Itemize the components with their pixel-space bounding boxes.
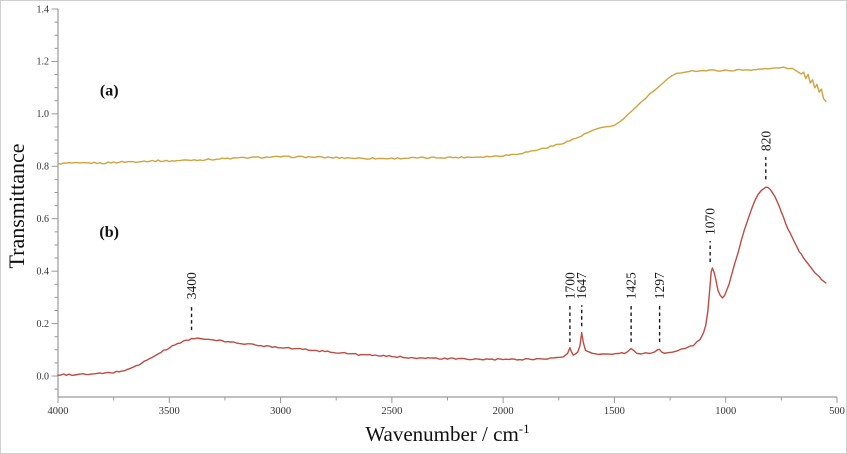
x-axis-ticks: 500 1000 1500 2000 2500 3000 3500 4000 [48, 397, 845, 417]
x-tick-label: 3500 [159, 406, 180, 417]
x-tick-label: 1500 [604, 406, 625, 417]
series-b-curve [57, 186, 827, 377]
series-b-label: (b) [99, 224, 119, 241]
y-tick-label: 1.4 [37, 4, 50, 15]
y-tick-label: 0.6 [37, 214, 50, 225]
peak-annotation-1700: 1700 [562, 272, 577, 342]
y-tick-label: 0.4 [37, 266, 50, 277]
peak-annotation-label: 1700 [562, 272, 577, 299]
x-axis-title-text: Wavenumber / cm [365, 422, 519, 446]
y-tick-label: 1.2 [37, 57, 50, 68]
series-a-curve [57, 66, 827, 165]
peak-annotation-820: 820 [758, 131, 773, 180]
y-tick-label: 0.2 [37, 319, 50, 330]
peak-annotation-label: 1070 [703, 208, 718, 235]
peak-annotation-1647: 1647 [574, 272, 589, 327]
y-tick-label: 0.8 [37, 162, 50, 173]
peak-annotation-label: 1297 [652, 272, 667, 299]
peak-annotation-1297: 1297 [652, 272, 667, 342]
x-tick-label: 4000 [48, 406, 69, 417]
y-tick-label: 0.0 [37, 371, 50, 382]
y-tick-label: 1.0 [37, 109, 50, 120]
x-axis-title-superscript: -1 [518, 421, 530, 436]
x-tick-label: 2000 [493, 406, 514, 417]
y-axis-ticks: 0.0 0.2 0.4 0.6 0.8 1.0 1.2 1.4 [37, 4, 58, 390]
x-tick-label: 1000 [715, 406, 736, 417]
peak-annotation-1425: 1425 [624, 272, 639, 342]
y-axis-title: Transmittance [4, 143, 30, 268]
series-a-label: (a) [100, 83, 119, 100]
x-tick-label: 500 [829, 406, 845, 417]
x-tick-label: 2500 [381, 406, 402, 417]
peak-annotation-label: 820 [758, 131, 773, 152]
peak-annotation-3400: 3400 [184, 272, 199, 331]
x-axis-title: Wavenumber / cm-1 [58, 421, 837, 447]
peak-annotation-1070: 1070 [703, 208, 718, 262]
peak-annotation-label: 3400 [184, 272, 199, 299]
x-tick-label: 3000 [270, 406, 291, 417]
peak-annotation-label: 1647 [574, 272, 589, 299]
y-axis-title-text: Transmittance [4, 143, 29, 269]
peak-annotation-label: 1425 [624, 272, 639, 299]
